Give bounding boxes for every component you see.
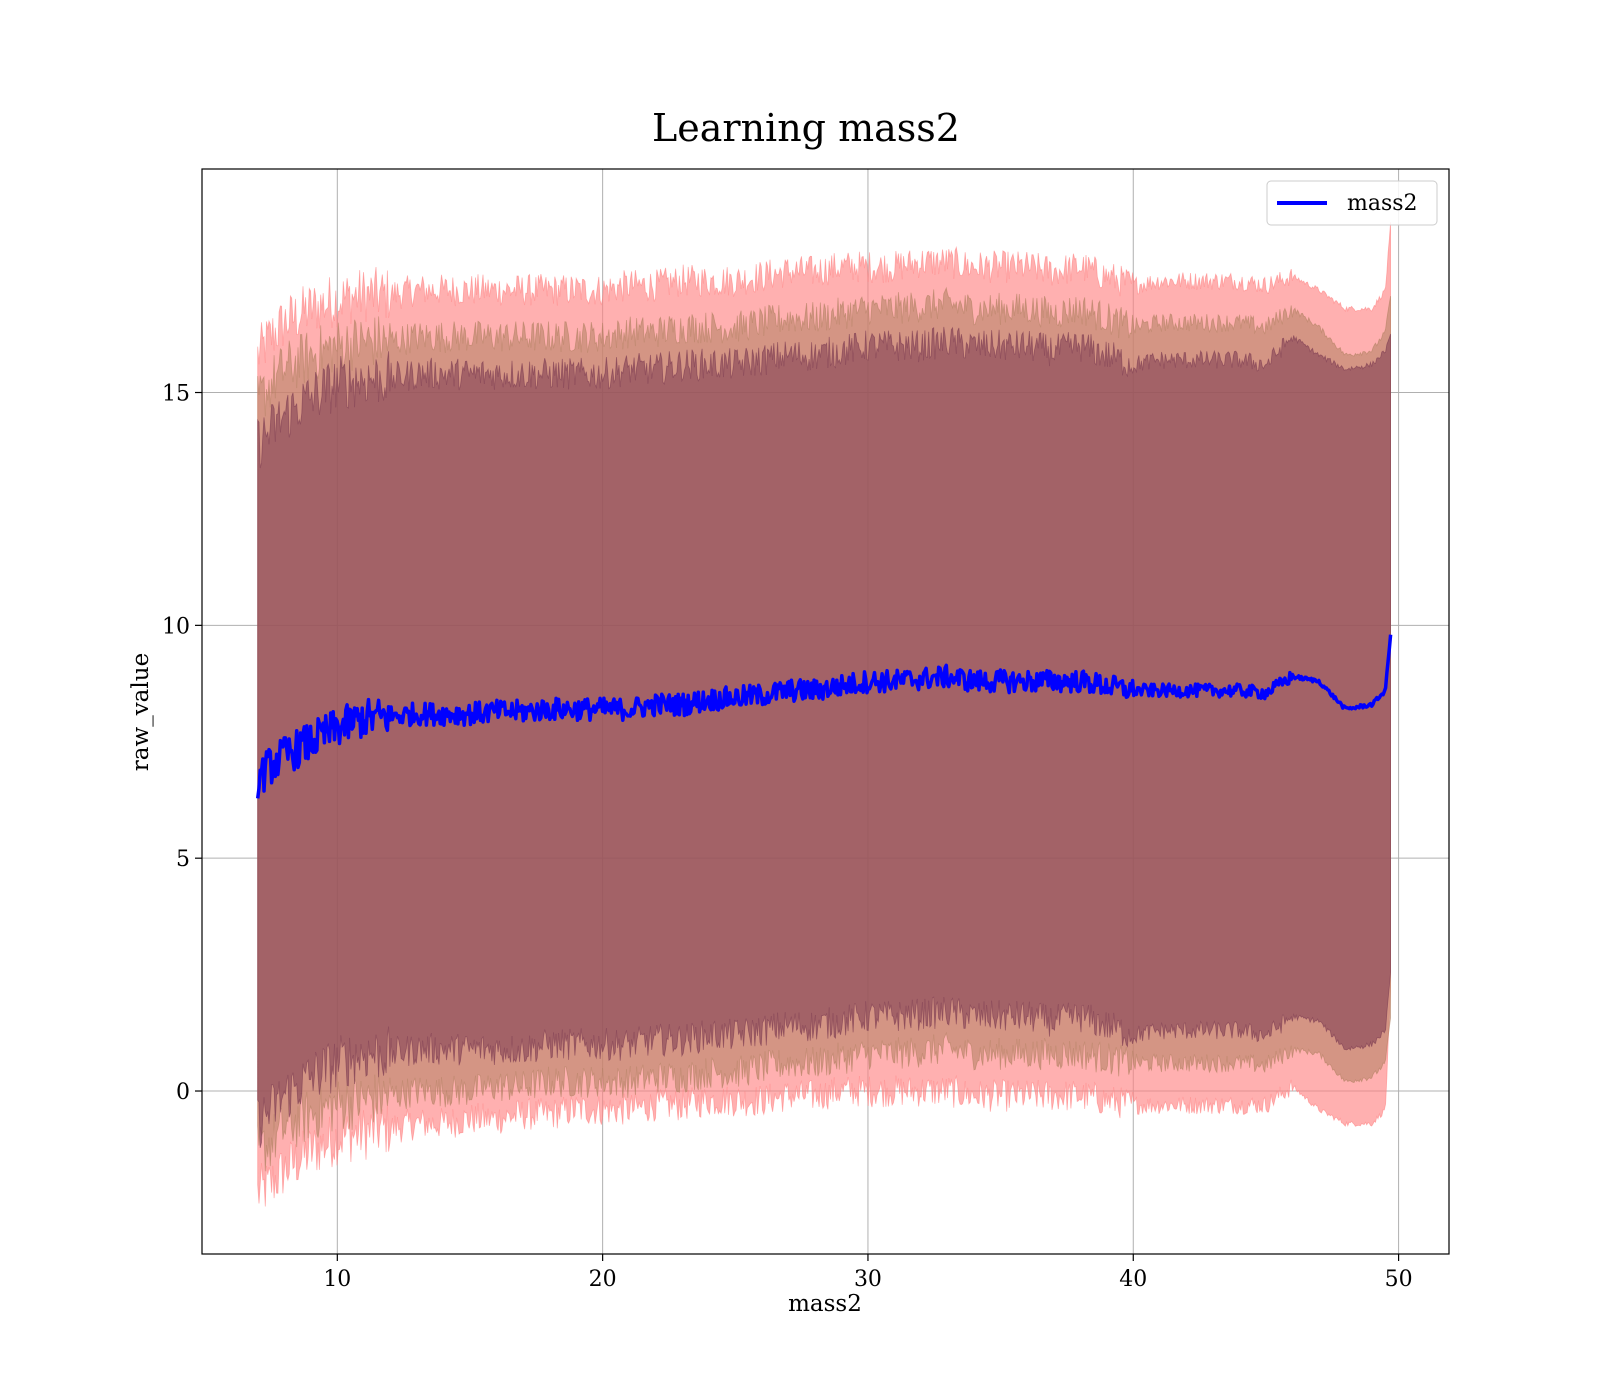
axis-ticks: 10 20 30 40 50 0 5 10 15 xyxy=(162,382,1413,1292)
confidence-band xyxy=(257,326,1391,1148)
series-lines xyxy=(255,634,1393,799)
y-tick-label: 15 xyxy=(162,382,190,407)
x-tick-label: 20 xyxy=(589,1267,617,1292)
legend-box xyxy=(1266,180,1438,226)
y-tick-label: 10 xyxy=(162,614,190,639)
x-tick-label: 40 xyxy=(1119,1267,1147,1292)
x-tick-label: 10 xyxy=(323,1267,351,1292)
y-tick-label: 5 xyxy=(176,847,190,872)
legend: mass2 xyxy=(1266,180,1438,226)
confidence-bands xyxy=(257,222,1391,1207)
y-tick-label: 0 xyxy=(176,1080,190,1105)
chart-title: Learning mass2 xyxy=(652,106,960,150)
x-axis-label: mass2 xyxy=(788,1291,862,1317)
series-line-mass2 xyxy=(255,634,1393,799)
x-tick-label: 50 xyxy=(1385,1267,1413,1292)
plot-frame xyxy=(201,168,1450,1255)
y-axis-label: raw_value xyxy=(128,653,154,771)
legend-label: mass2 xyxy=(1347,191,1418,216)
x-tick-label: 30 xyxy=(854,1267,882,1292)
